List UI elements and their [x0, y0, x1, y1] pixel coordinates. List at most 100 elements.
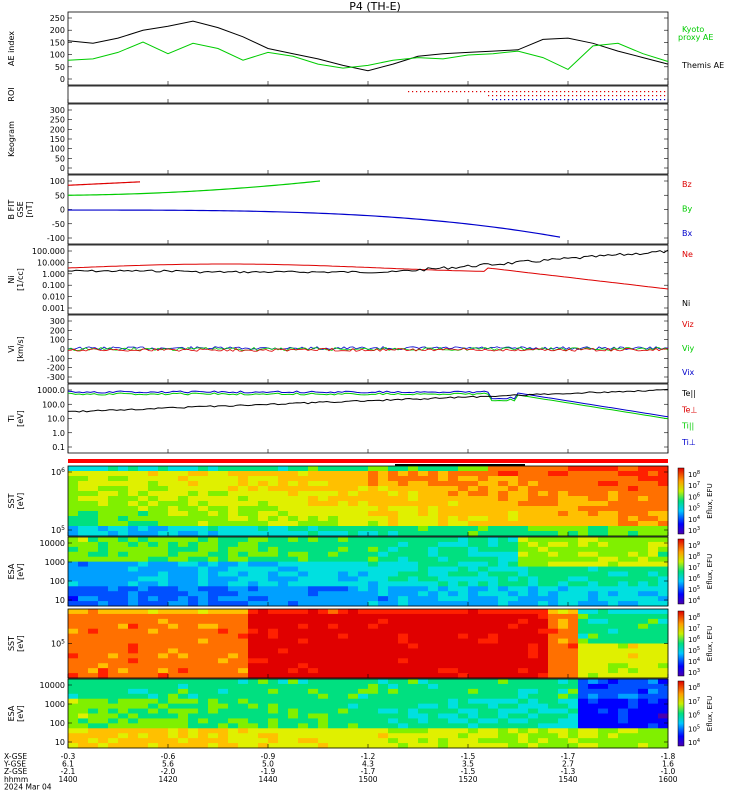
heatmap-cell — [68, 566, 79, 572]
heatmap-cell — [568, 623, 579, 630]
heatmap-cell — [658, 718, 669, 724]
heatmap-cell — [638, 618, 649, 625]
heatmap-cell — [568, 618, 579, 625]
roi-dot — [444, 91, 446, 93]
roi-dot — [468, 91, 470, 93]
heatmap-cell — [658, 546, 669, 553]
heatmap-cell — [318, 623, 329, 630]
heatmap-cell — [458, 733, 469, 739]
colorbar-tick: 104 — [688, 515, 700, 524]
heatmap-cell — [458, 708, 469, 714]
heatmap-cell — [608, 581, 619, 587]
heatmap-cell — [138, 596, 149, 602]
heatmap-cell — [498, 537, 509, 543]
heatmap-cell — [148, 708, 159, 714]
roi-dot — [660, 99, 662, 101]
heatmap-cell — [358, 566, 369, 572]
heatmap-cell — [228, 658, 239, 664]
heatmap-cell — [418, 743, 429, 749]
heatmap-cell — [548, 511, 559, 517]
heatmap-cell — [608, 609, 619, 615]
heatmap-cell — [438, 653, 449, 659]
heatmap-cell — [138, 531, 149, 537]
heatmap-cell — [78, 633, 89, 639]
heatmap-cell — [158, 688, 169, 695]
heatmap-cell — [298, 628, 309, 635]
heatmap-cell — [68, 596, 79, 602]
heatmap-cell — [168, 728, 179, 734]
heatmap-cell — [248, 581, 259, 587]
sst_i-tick-label: 105 — [51, 639, 65, 649]
heatmap-cell — [368, 526, 379, 532]
heatmap-cell — [618, 541, 629, 548]
heatmap-cell — [358, 698, 369, 705]
heatmap-cell — [178, 718, 189, 724]
heatmap-cell — [558, 481, 569, 487]
heatmap-cell — [438, 648, 449, 654]
heatmap-cell — [538, 576, 549, 582]
heatmap-cell — [478, 551, 489, 558]
heatmap-cell — [278, 601, 289, 607]
heatmap-cell — [558, 648, 569, 654]
heatmap-cell — [638, 466, 649, 472]
heatmap-cell — [148, 596, 159, 602]
heatmap-cell — [208, 703, 219, 709]
heatmap-cell — [628, 496, 639, 502]
heatmap-cell — [258, 723, 269, 729]
heatmap-cell — [398, 491, 409, 497]
heatmap-cell — [288, 546, 299, 553]
heatmap-cell — [248, 609, 259, 615]
heatmap-cell — [498, 658, 509, 664]
heatmap-cell — [158, 628, 169, 635]
heatmap-cell — [268, 537, 279, 543]
heatmap-cell — [648, 546, 659, 553]
heatmap-cell — [268, 531, 279, 537]
heatmap-cell — [148, 653, 159, 659]
heatmap-cell — [508, 506, 519, 512]
heatmap-cell — [498, 471, 509, 477]
heatmap-cell — [538, 601, 549, 607]
heatmap-cell — [438, 723, 449, 729]
heatmap-cell — [618, 526, 629, 532]
heatmap-cell — [618, 551, 629, 558]
heatmap-cell — [228, 481, 239, 487]
heatmap-cell — [608, 516, 619, 522]
heatmap-cell — [238, 566, 249, 572]
heatmap-cell — [278, 663, 289, 669]
heatmap-cell — [498, 481, 509, 487]
heatmap-cell — [278, 668, 289, 674]
heatmap-cell — [578, 679, 589, 685]
heatmap-cell — [68, 703, 79, 709]
heatmap-cell — [418, 648, 429, 654]
heatmap-cell — [188, 476, 199, 482]
heatmap-cell — [318, 653, 329, 659]
heatmap-cell — [468, 628, 479, 635]
heatmap-cell — [218, 618, 229, 625]
density-tick-label: 10.000 — [37, 258, 65, 267]
roi-dot — [508, 95, 510, 97]
heatmap-cell — [568, 728, 579, 734]
heatmap-cell — [478, 596, 489, 602]
heatmap-cell — [298, 596, 309, 602]
y-axis-label: GSE — [16, 201, 25, 217]
ae-series-line — [67, 20, 669, 72]
heatmap-cell — [638, 728, 649, 734]
heatmap-cell — [188, 501, 199, 507]
heatmap-cell — [538, 703, 549, 709]
heatmap-cell — [358, 643, 369, 649]
roi-dot — [536, 95, 538, 97]
y-axis-label: [km/s] — [16, 336, 25, 362]
heatmap-cell — [628, 561, 639, 567]
heatmap-cell — [658, 596, 669, 602]
heatmap-cell — [518, 586, 529, 592]
heatmap-cell — [438, 718, 449, 724]
heatmap-cell — [638, 506, 649, 512]
heatmap-cell — [568, 576, 579, 582]
heatmap-cell — [558, 571, 569, 577]
heatmap-cell — [258, 728, 269, 734]
heatmap-cell — [348, 581, 359, 587]
heatmap-cell — [128, 653, 139, 659]
heatmap-cell — [648, 743, 659, 749]
heatmap-cell — [548, 491, 559, 497]
heatmap-cell — [358, 663, 369, 669]
